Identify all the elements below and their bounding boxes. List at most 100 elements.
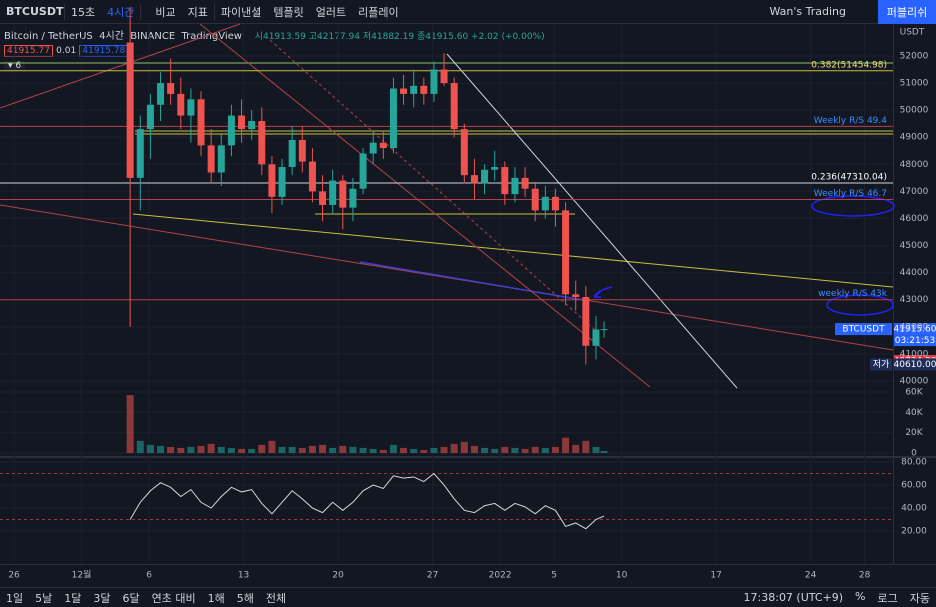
y-tick-label: 40.00 <box>901 504 927 514</box>
candle-body <box>126 42 134 178</box>
y-tick-label: 44000 <box>900 268 929 278</box>
volume-bar <box>521 448 529 453</box>
level-label: Weekly R/S 49.4 <box>814 116 888 126</box>
legend-source: TradingView <box>181 31 242 42</box>
volume-bar <box>491 448 499 453</box>
volume-bar <box>136 440 144 453</box>
volume-bar <box>126 395 134 453</box>
symbol-tag <box>870 358 892 371</box>
range-button[interactable]: 3달 <box>93 591 111 605</box>
y-tick-label: 41000 <box>900 349 929 359</box>
interval[interactable]: 15초 <box>71 5 96 19</box>
level-label: 0.236(47310.04) <box>811 173 887 183</box>
range-button[interactable]: 연초 대비 <box>151 591 196 605</box>
x-tick-label: 24 <box>805 571 817 581</box>
marks: 0.382(51454.98) 0.236(47310.04) Weekly R/S… <box>0 7 936 530</box>
range-button[interactable]: 1일 <box>6 591 24 605</box>
button[interactable]: 얼러트 <box>315 5 347 19</box>
trend-line <box>359 261 584 301</box>
volume-bar <box>600 450 608 453</box>
price-tag-label: 41915.60 <box>894 325 936 335</box>
pane-separator <box>0 456 936 458</box>
button[interactable]: 리플레이 <box>358 5 399 19</box>
range-button[interactable]: 1달 <box>64 591 82 605</box>
range-button[interactable]: 5해 <box>236 591 254 605</box>
top-toolbar: BTCUSDT 15초 4시간 비교 지표 파이낸셜 템플릿 얼러트 리플레이 … <box>0 0 936 24</box>
candle-body <box>298 139 306 162</box>
candle-body <box>501 167 509 195</box>
volume-bar <box>278 446 286 453</box>
range-button[interactable]: 1해 <box>207 591 225 605</box>
volume-bar <box>308 445 316 453</box>
volume-bar <box>420 449 428 453</box>
y-tick-label: 40K <box>905 408 923 418</box>
highlight-ellipse <box>811 195 895 217</box>
volume-bar <box>268 440 276 453</box>
x-tick-label: 10 <box>616 571 628 581</box>
y-tick-label: 20K <box>905 428 923 438</box>
y-tick-label: 80.00 <box>901 458 927 468</box>
button[interactable]: 비교 <box>155 5 176 19</box>
candle-body <box>420 85 428 94</box>
candle-body <box>562 210 570 295</box>
scale-option[interactable]: 자동 <box>909 591 930 605</box>
candle-body <box>258 120 266 165</box>
volume-bar <box>400 447 408 453</box>
y-tick-label: 50000 <box>900 106 929 116</box>
bottom-toolbar: 1일 5날 1달 3달 6달 연초 대비 1해 5해 전체 17:38:07 (UTC+9) %… <box>0 587 936 607</box>
legend-exchange: BINANCE <box>130 31 176 42</box>
volume-bar <box>481 447 489 453</box>
volume-bar <box>440 446 448 453</box>
symbol-tag <box>835 323 892 336</box>
countdown-label: 03:21:53 <box>895 336 935 346</box>
button[interactable]: 템플릿 <box>273 5 304 19</box>
x-tick-label: 5 <box>551 571 557 581</box>
chart: 0.382(51454.98) 0.236(47310.04) Weekly R/S… <box>0 7 936 581</box>
volume-bar <box>410 448 418 453</box>
candle-body <box>227 115 235 146</box>
candle-body <box>481 169 489 184</box>
volume-bar <box>177 447 185 453</box>
rsi-line <box>129 472 605 530</box>
button[interactable]: 지표 <box>187 5 208 19</box>
candle-body <box>157 83 165 105</box>
candle-body <box>248 120 256 130</box>
volume-bar <box>349 446 357 453</box>
scale-option[interactable]: % <box>855 589 866 603</box>
candle-body <box>592 329 600 346</box>
candle-body <box>308 161 316 192</box>
button[interactable]: 파이낸셜 <box>220 5 262 19</box>
y-tick-label: 43000 <box>900 295 929 305</box>
volume-bar <box>248 448 256 453</box>
candle-body <box>410 85 418 94</box>
layout-name[interactable]: Wan's Trading <box>769 5 847 18</box>
indicator-toggle[interactable]: ▾ 6 <box>4 61 26 71</box>
x-tick-label: 17 <box>710 571 721 581</box>
range-button[interactable]: 6달 <box>122 591 140 605</box>
volume-bar <box>319 444 327 453</box>
y-tick-label: 45000 <box>900 241 929 251</box>
candle-body <box>177 93 185 116</box>
candle-body <box>572 294 580 298</box>
publish-button[interactable]: 퍼블리쉬 <box>878 0 936 24</box>
candle-body <box>551 196 559 211</box>
legend-title: Bitcoin / TetherUS <box>4 31 93 42</box>
x-tick-label: 20 <box>332 571 344 581</box>
clock: 17:38:07 (UTC+9) <box>743 591 844 604</box>
symbol[interactable]: BTCUSDT <box>6 5 64 18</box>
x-tick-label: 6 <box>146 571 152 581</box>
x-tick-label: 27 <box>427 571 438 581</box>
interval[interactable]: 4시간 <box>107 5 135 19</box>
arrow <box>593 286 613 298</box>
volume-bar <box>187 446 195 453</box>
candle-body <box>400 88 408 94</box>
range-button[interactable]: 전체 <box>265 591 287 605</box>
volume-bar <box>379 449 387 453</box>
range-button[interactable]: 5날 <box>35 591 53 605</box>
grid <box>0 24 893 564</box>
scale-option[interactable]: 로그 <box>877 591 898 605</box>
y-tick-label: 51000 <box>900 79 929 89</box>
candle-body <box>167 83 175 94</box>
candle-body <box>329 180 337 205</box>
currency: USDT <box>900 28 925 38</box>
